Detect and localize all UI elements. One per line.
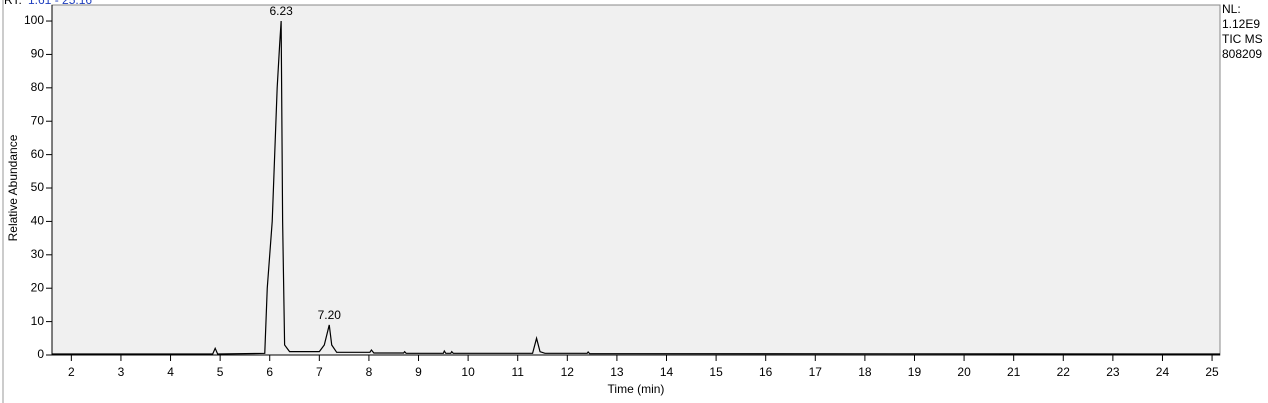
- y-tick-label: 40: [31, 214, 45, 228]
- info-text: 808209: [1222, 47, 1262, 61]
- rt-label: RT:: [4, 0, 22, 7]
- x-tick-label: 21: [1007, 365, 1021, 379]
- x-tick-label: 24: [1156, 365, 1170, 379]
- x-tick-label: 25: [1205, 365, 1219, 379]
- y-tick-label: 100: [24, 13, 44, 27]
- info-text: NL:: [1222, 2, 1241, 16]
- y-tick-label: 30: [31, 247, 45, 261]
- y-tick-label: 70: [31, 113, 45, 127]
- x-tick-label: 7: [316, 365, 323, 379]
- y-tick-label: 80: [31, 80, 45, 94]
- x-tick-label: 9: [415, 365, 422, 379]
- x-tick-label: 11: [511, 365, 524, 379]
- info-text: 1.12E9: [1222, 17, 1260, 31]
- y-axis-title: Relative Abundance: [6, 134, 20, 241]
- plot-area: [51, 4, 1221, 356]
- y-tick-label: 10: [31, 314, 45, 328]
- x-tick-label: 16: [759, 365, 773, 379]
- y-tick-label: 90: [31, 47, 45, 61]
- trace: [52, 20, 1221, 355]
- x-tick-label: 20: [957, 365, 971, 379]
- x-tick-label: 14: [660, 365, 674, 379]
- x-tick-label: 13: [610, 365, 624, 379]
- x-tick-label: 23: [1106, 365, 1120, 379]
- x-tick-label: 12: [561, 365, 575, 379]
- rt-range: 1.61 - 25.16: [28, 0, 92, 7]
- x-tick-label: 5: [217, 365, 224, 379]
- peak-label: 6.23: [269, 4, 293, 18]
- y-tick-label: 60: [31, 147, 45, 161]
- x-tick-label: 22: [1057, 365, 1071, 379]
- info-text: TIC MS: [1222, 32, 1263, 46]
- y-tick-label: 50: [31, 180, 45, 194]
- x-tick-label: 18: [858, 365, 872, 379]
- x-tick-label: 3: [118, 365, 125, 379]
- y-tick-label: 20: [31, 280, 45, 294]
- peak-label: 7.20: [318, 308, 342, 322]
- x-tick-label: 4: [167, 365, 174, 379]
- x-tick-label: 6: [266, 365, 273, 379]
- x-tick-label: 19: [908, 365, 922, 379]
- y-tick-label: 0: [37, 347, 44, 361]
- x-tick-label: 10: [461, 365, 475, 379]
- x-tick-label: 17: [809, 365, 823, 379]
- x-axis-title: Time (min): [608, 382, 665, 396]
- x-tick-label: 2: [68, 365, 75, 379]
- x-tick-label: 15: [709, 365, 723, 379]
- x-tick-label: 8: [366, 365, 373, 379]
